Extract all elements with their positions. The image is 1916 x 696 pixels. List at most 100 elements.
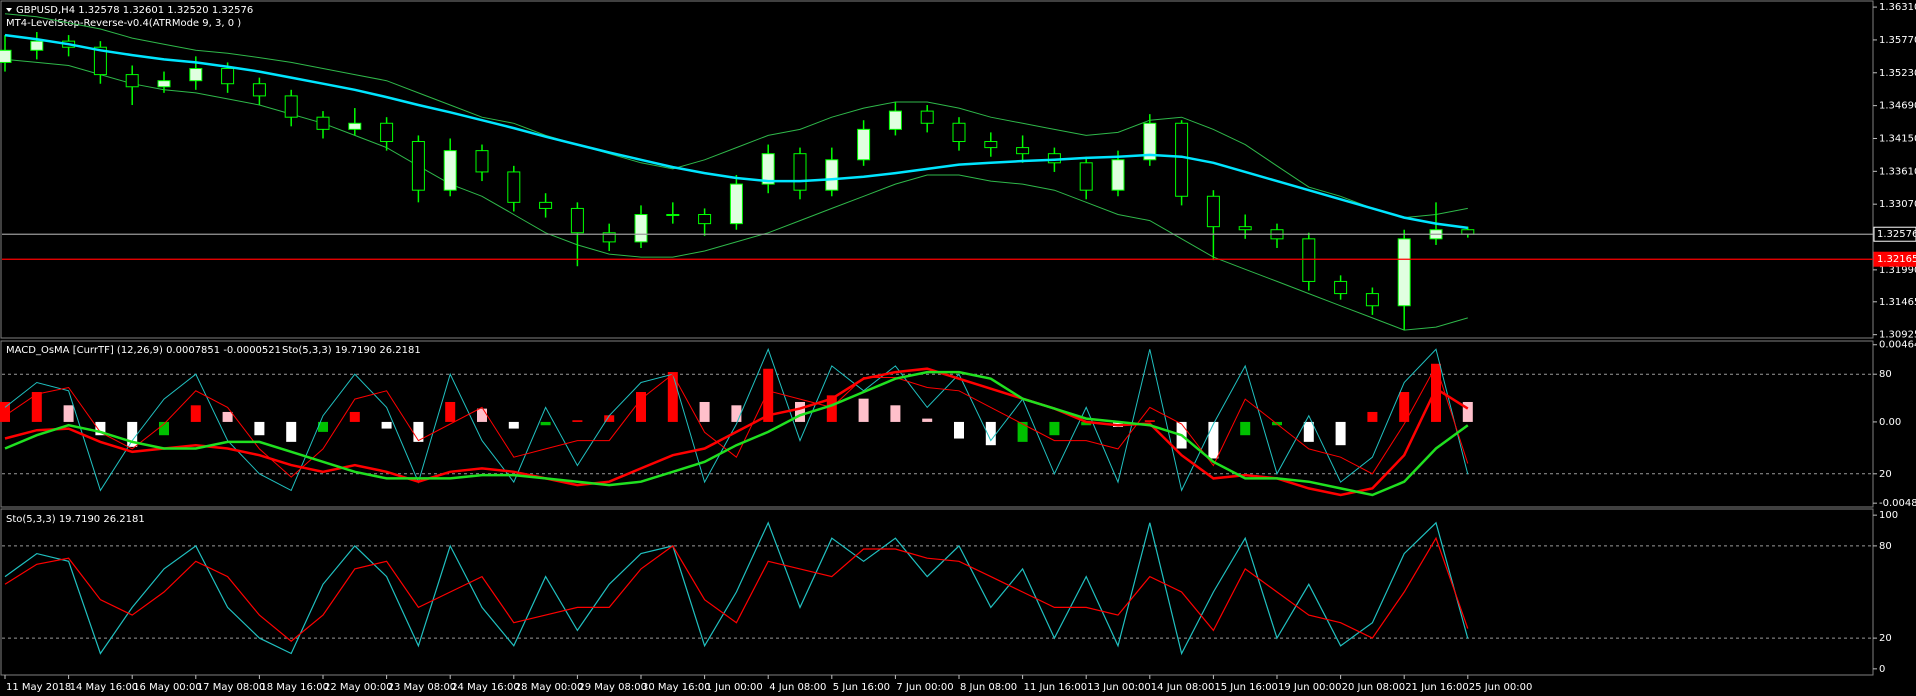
indicator-line	[4, 536, 1469, 642]
y-tick-label: 1.33610	[1879, 166, 1916, 177]
candle-body	[984, 141, 998, 149]
osma-bar	[381, 421, 392, 429]
candle-body	[793, 153, 807, 191]
symbol-header: GBPUSD,H4 1.32578 1.32601 1.32520 1.3257…	[16, 5, 253, 16]
x-tick-label: 29 May 08:00	[578, 682, 647, 693]
osma-bar	[508, 421, 519, 429]
y-tick-label: 0	[1879, 664, 1885, 675]
osma-bar	[636, 392, 646, 422]
osma-bar	[31, 392, 42, 422]
x-tick-label: 13 Jun 00:00	[1087, 682, 1151, 693]
candle-body	[475, 150, 489, 173]
osma-bar	[795, 401, 805, 422]
candle-body	[602, 232, 616, 243]
x-tick-label: 24 May 16:00	[451, 682, 520, 693]
x-tick-label: 21 Jun 16:00	[1405, 682, 1469, 693]
x-tick-label: 15 Jun 16:00	[1214, 682, 1278, 693]
osma-bar	[127, 421, 138, 447]
indicator-line	[4, 364, 1469, 478]
candle-body	[1175, 122, 1189, 197]
osma-bar	[1144, 420, 1155, 422]
candle-body	[507, 171, 521, 203]
y-tick-label: 1.33070	[1879, 199, 1916, 210]
x-tick-label: 4 Jun 08:00	[769, 682, 826, 693]
osma-bar	[699, 401, 710, 422]
candle-body	[952, 122, 966, 143]
osma-bar	[763, 368, 774, 422]
osma-bar	[922, 418, 933, 422]
y-tick-label: 100	[1879, 510, 1898, 521]
candle-body	[1461, 229, 1475, 235]
x-tick-label: 22 May 00:00	[324, 682, 393, 693]
x-tick-label: 20 Jun 08:00	[1342, 682, 1406, 693]
x-tick-label: 25 Jun 00:00	[1469, 682, 1533, 693]
candle-body	[761, 153, 775, 185]
candle-body	[920, 110, 934, 124]
x-tick-label: 30 May 16:00	[642, 682, 711, 693]
osma-bar	[318, 421, 328, 432]
candle-body	[125, 74, 139, 88]
osma-bar	[1208, 421, 1219, 459]
candle-body	[284, 95, 298, 118]
candle-body	[825, 159, 839, 191]
indicator-line	[4, 347, 1469, 492]
candle-body	[411, 141, 425, 191]
osma-bar	[63, 405, 74, 422]
stoch-panel	[0, 508, 1874, 676]
candle-body	[380, 122, 394, 143]
x-tick-label: 1 Jun 00:00	[706, 682, 763, 693]
osma-bar	[254, 421, 265, 436]
osma-bar	[954, 421, 964, 439]
osma-bar	[1240, 421, 1251, 436]
candle-body	[93, 46, 107, 76]
x-tick-label: 14 May 16:00	[70, 682, 139, 693]
indicator-line	[4, 367, 1469, 497]
candle-body	[30, 40, 44, 51]
osma-bar	[1399, 392, 1410, 422]
osma-bar	[858, 398, 869, 422]
x-tick-label: 28 May 00:00	[515, 682, 584, 693]
osma-bar	[1462, 401, 1473, 422]
osma-bar	[95, 421, 106, 436]
y-tick-label: 20	[1879, 633, 1892, 644]
symbol-menu-arrow[interactable]	[6, 8, 12, 12]
osma-bar	[349, 411, 360, 422]
price-panel	[0, 0, 1874, 339]
y-tick-label: 1.30925	[1879, 330, 1916, 341]
candle-body	[348, 122, 362, 130]
osma-bar	[890, 405, 901, 422]
candle-body	[1016, 147, 1030, 155]
x-tick-label: 5 Jun 16:00	[833, 682, 890, 693]
indicator-line	[4, 58, 1468, 331]
candle-body	[443, 150, 457, 191]
osma-bar	[1303, 421, 1314, 442]
osma-bar	[445, 401, 456, 422]
osma-bar	[159, 421, 169, 436]
candle-body	[698, 214, 712, 225]
indicator-line	[4, 33, 1468, 230]
stoch-label: Sto(5,3,3) 19.7190 26.2181	[6, 514, 145, 525]
price-label: 1.32576	[1877, 229, 1916, 240]
candle-body	[189, 68, 203, 82]
x-tick-label: 14 Jun 08:00	[1151, 682, 1215, 693]
candle-body	[1397, 238, 1411, 307]
candle-body	[857, 128, 871, 161]
x-tick-label: 18 May 16:00	[260, 682, 329, 693]
indicator-line	[4, 521, 1469, 656]
x-tick-label: 11 May 2018	[6, 682, 71, 693]
candle-body	[1079, 162, 1093, 191]
osma-bar	[477, 408, 487, 422]
candle-body	[1334, 280, 1348, 295]
indicator-label: MT4-LevelStop-Reverse-v0.4(ATRMode 9, 3,…	[6, 18, 241, 29]
y-tick-label: 80	[1879, 369, 1892, 380]
osma-bar	[540, 421, 551, 426]
x-tick-label: 17 May 08:00	[197, 682, 266, 693]
osma-bar	[413, 421, 424, 442]
osma-bar	[1367, 411, 1378, 422]
macd-sto-label: Sto(5,3,3) 19.7190 26.2181	[282, 345, 421, 356]
y-tick-label: 1.31465	[1879, 297, 1916, 308]
osma-bar	[190, 405, 201, 422]
candle-body	[1238, 226, 1252, 231]
candle-body	[1206, 195, 1220, 228]
